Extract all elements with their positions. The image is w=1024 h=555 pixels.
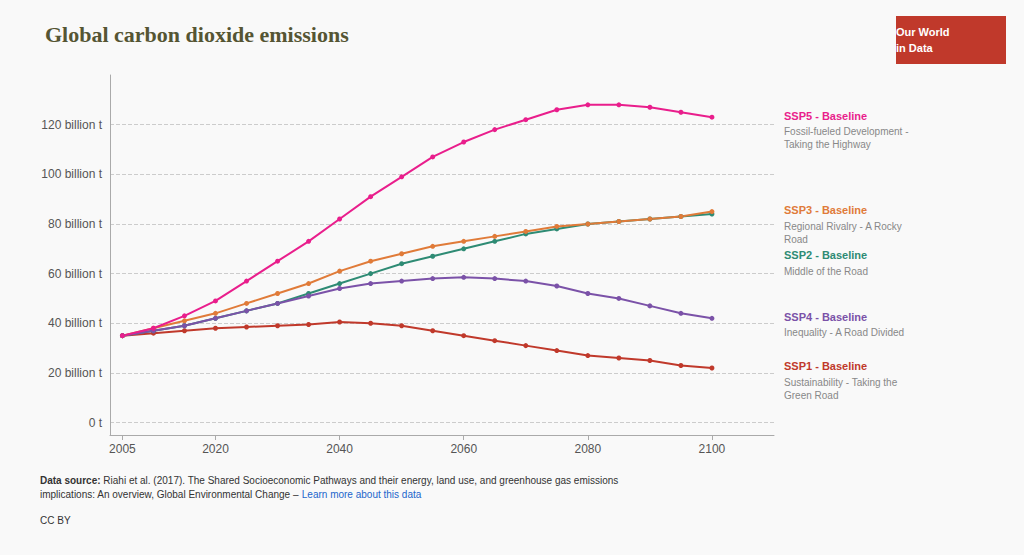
svg-text:Road: Road bbox=[784, 234, 808, 245]
svg-text:100 billion t: 100 billion t bbox=[41, 167, 102, 181]
svg-text:Inequality - A Road Divided: Inequality - A Road Divided bbox=[784, 327, 904, 338]
svg-text:Riahi et al. (2017). The Share: Riahi et al. (2017). The Shared Socioeco… bbox=[101, 475, 619, 486]
svg-text:in Data: in Data bbox=[896, 42, 934, 54]
svg-text:CC BY: CC BY bbox=[40, 515, 71, 526]
svg-text:SSP1 - Baseline: SSP1 - Baseline bbox=[784, 360, 867, 372]
svg-text:2100: 2100 bbox=[699, 442, 726, 456]
svg-text:Taking the Highway: Taking the Highway bbox=[784, 139, 871, 150]
svg-text:80 billion t: 80 billion t bbox=[48, 217, 103, 231]
svg-text:Global carbon dioxide emission: Global carbon dioxide emissions bbox=[45, 22, 349, 47]
svg-text:Our World: Our World bbox=[896, 26, 950, 38]
svg-text:40 billion t: 40 billion t bbox=[48, 316, 103, 330]
svg-text:0 t: 0 t bbox=[89, 416, 103, 430]
svg-text:Fossil-fueled Development -: Fossil-fueled Development - bbox=[784, 126, 909, 137]
svg-text:Data source:: Data source: bbox=[40, 475, 101, 486]
svg-text:SSP3 - Baseline: SSP3 - Baseline bbox=[784, 204, 867, 216]
svg-text:20 billion t: 20 billion t bbox=[48, 366, 103, 380]
svg-text:120 billion t: 120 billion t bbox=[41, 118, 102, 132]
svg-text:SSP5 - Baseline: SSP5 - Baseline bbox=[784, 110, 867, 122]
svg-text:Regional Rivalry - A Rocky: Regional Rivalry - A Rocky bbox=[784, 221, 902, 232]
svg-text:2020: 2020 bbox=[202, 442, 229, 456]
svg-text:Middle of the Road: Middle of the Road bbox=[784, 266, 868, 277]
svg-text:2005: 2005 bbox=[109, 442, 136, 456]
svg-text:Sustainability - Taking the: Sustainability - Taking the bbox=[784, 377, 898, 388]
svg-text:2060: 2060 bbox=[450, 442, 477, 456]
svg-text:Learn more about this data: Learn more about this data bbox=[302, 489, 422, 500]
svg-text:2040: 2040 bbox=[326, 442, 353, 456]
svg-text:60 billion t: 60 billion t bbox=[48, 267, 103, 281]
svg-text:SSP2 - Baseline: SSP2 - Baseline bbox=[784, 249, 867, 261]
svg-text:2080: 2080 bbox=[574, 442, 601, 456]
svg-text:implications: An overview, Glo: implications: An overview, Global Enviro… bbox=[40, 489, 301, 500]
svg-text:Green Road: Green Road bbox=[784, 390, 838, 401]
svg-text:SSP4 - Baseline: SSP4 - Baseline bbox=[784, 311, 867, 323]
